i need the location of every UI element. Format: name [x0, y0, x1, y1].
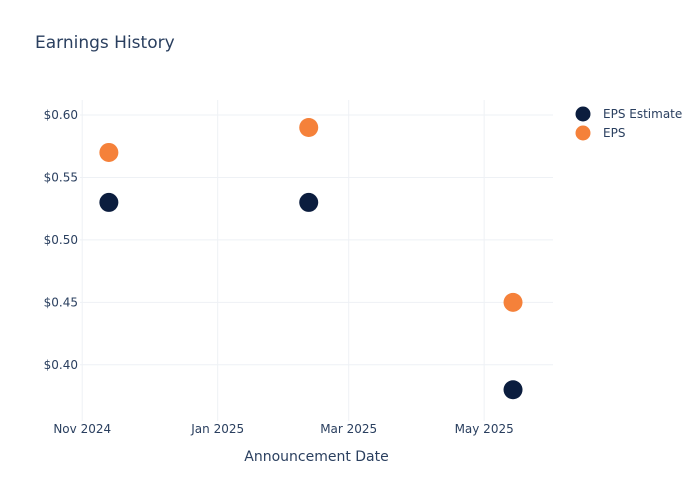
chart-title: Earnings History: [35, 33, 175, 53]
y-tick-label: $0.60: [44, 108, 78, 122]
x-tick-label: Nov 2024: [53, 422, 111, 436]
y-tick-label: $0.40: [44, 358, 78, 372]
y-tick-label: $0.50: [44, 233, 78, 247]
legend-item-label[interactable]: EPS Estimate: [603, 107, 682, 121]
y-axis: $0.40 $0.45 $0.50 $0.55 $0.60: [44, 108, 78, 372]
data-point-eps-estimate[interactable]: [99, 192, 119, 212]
data-point-eps-estimate[interactable]: [299, 192, 319, 212]
legend-marker: [575, 106, 591, 122]
x-tick-label: Jan 2025: [190, 422, 244, 436]
x-tick-label: May 2025: [455, 422, 514, 436]
legend-item-label[interactable]: EPS: [603, 126, 625, 140]
grid-layer: [80, 100, 553, 421]
data-point-eps[interactable]: [503, 292, 523, 312]
data-point-eps-estimate[interactable]: [503, 380, 523, 400]
y-tick-label: $0.45: [44, 295, 78, 309]
legend[interactable]: EPS Estimate EPS: [575, 106, 683, 141]
plot-points: [99, 117, 523, 400]
x-tick-label: Mar 2025: [320, 422, 377, 436]
x-axis: Nov 2024 Jan 2025 Mar 2025 May 2025: [53, 422, 513, 436]
x-axis-title: Announcement Date: [244, 449, 388, 465]
data-point-eps[interactable]: [299, 117, 319, 137]
y-tick-label: $0.55: [44, 170, 78, 184]
legend-marker: [575, 125, 591, 141]
data-point-eps[interactable]: [99, 142, 119, 162]
